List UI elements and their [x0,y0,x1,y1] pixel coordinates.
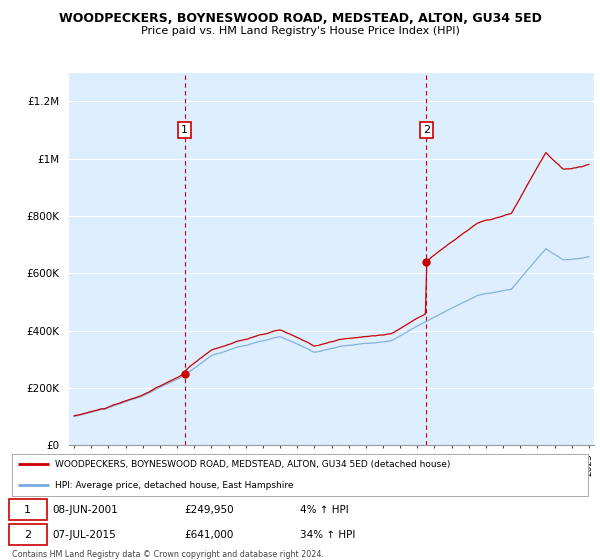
Text: £641,000: £641,000 [185,530,234,540]
FancyBboxPatch shape [9,524,47,545]
Text: 2: 2 [422,125,430,135]
Text: 34% ↑ HPI: 34% ↑ HPI [300,530,355,540]
Text: Contains HM Land Registry data © Crown copyright and database right 2024.
This d: Contains HM Land Registry data © Crown c… [12,550,324,560]
Text: 07-JUL-2015: 07-JUL-2015 [52,530,116,540]
Text: 1: 1 [24,505,31,515]
Text: WOODPECKERS, BOYNESWOOD ROAD, MEDSTEAD, ALTON, GU34 5ED: WOODPECKERS, BOYNESWOOD ROAD, MEDSTEAD, … [59,12,541,25]
FancyBboxPatch shape [9,500,47,520]
Text: HPI: Average price, detached house, East Hampshire: HPI: Average price, detached house, East… [55,480,294,489]
Text: 4% ↑ HPI: 4% ↑ HPI [300,505,349,515]
Text: 2: 2 [24,530,31,540]
Text: £249,950: £249,950 [185,505,235,515]
Text: 1: 1 [181,125,188,135]
Text: Price paid vs. HM Land Registry's House Price Index (HPI): Price paid vs. HM Land Registry's House … [140,26,460,36]
Text: 08-JUN-2001: 08-JUN-2001 [52,505,118,515]
Text: WOODPECKERS, BOYNESWOOD ROAD, MEDSTEAD, ALTON, GU34 5ED (detached house): WOODPECKERS, BOYNESWOOD ROAD, MEDSTEAD, … [55,460,451,469]
